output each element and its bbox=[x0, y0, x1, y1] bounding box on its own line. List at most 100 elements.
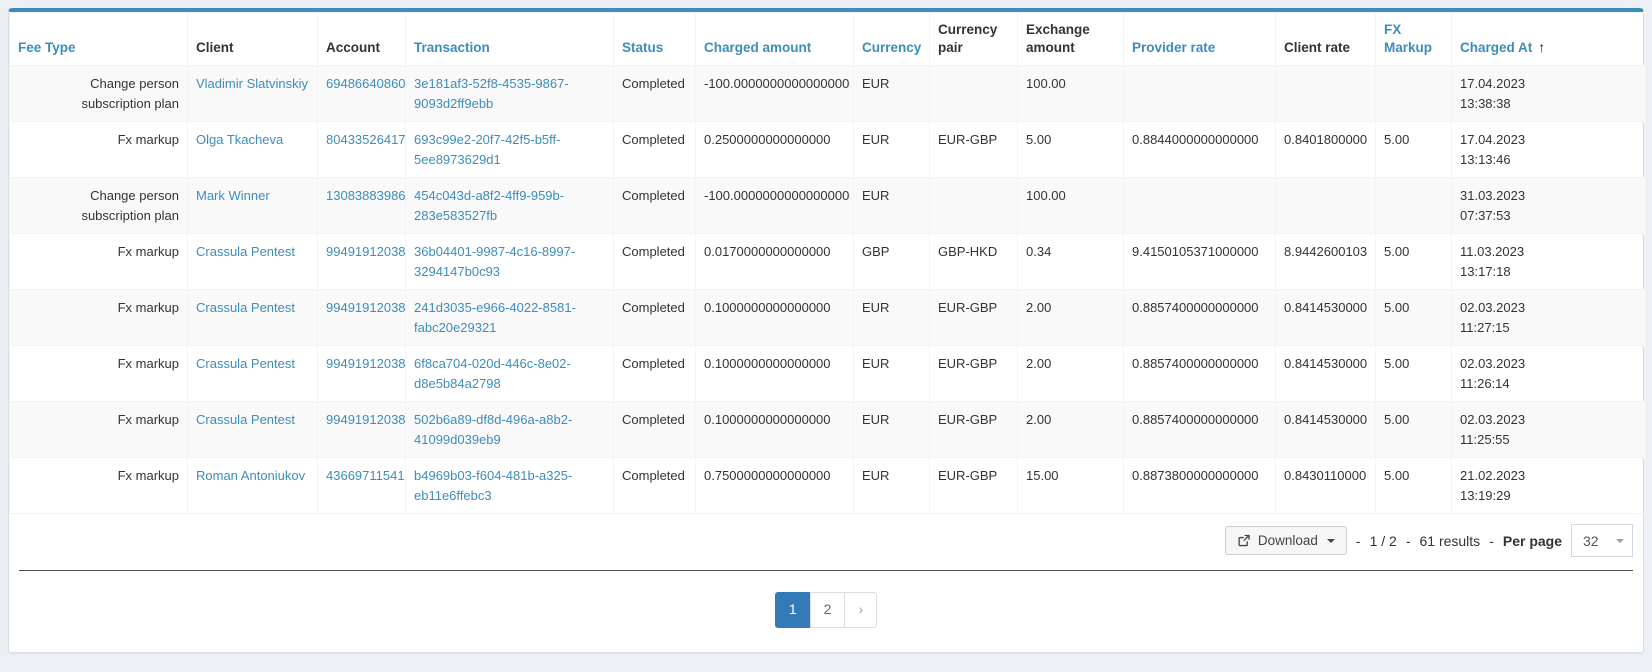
cell-provider_rate: 0.8857400000000000 bbox=[1123, 289, 1276, 347]
cell-client: Crassula Pentest bbox=[187, 289, 318, 347]
cell-currency: EUR bbox=[853, 289, 930, 347]
per-page-select[interactable]: 32 bbox=[1571, 524, 1633, 558]
client-link[interactable]: Crassula Pentest bbox=[196, 412, 295, 428]
cell-charged_at: 17.04.2023 13:13:46 bbox=[1451, 121, 1646, 179]
page-button-2[interactable]: 2 bbox=[809, 592, 846, 629]
client-link[interactable]: Crassula Pentest bbox=[196, 244, 295, 260]
client-link[interactable]: Crassula Pentest bbox=[196, 300, 295, 316]
client-link[interactable]: Olga Tkacheva bbox=[196, 132, 284, 148]
cell-fx_markup bbox=[1375, 177, 1452, 235]
account-link[interactable]: 99491912038 bbox=[326, 356, 406, 372]
account-link[interactable]: 13083883986 bbox=[326, 188, 406, 204]
cell-currency_pair bbox=[929, 177, 1018, 235]
cell-status: Completed bbox=[613, 121, 696, 179]
page-position: 1 / 2 bbox=[1369, 532, 1397, 549]
sort-asc-arrow-icon: ↑ bbox=[1538, 39, 1546, 56]
cell-exchange_amount: 2.00 bbox=[1017, 401, 1124, 459]
cell-client_rate bbox=[1275, 65, 1376, 123]
cell-status: Completed bbox=[613, 401, 696, 459]
cell-provider_rate: 9.4150105371000000 bbox=[1123, 233, 1276, 291]
cell-currency: EUR bbox=[853, 121, 930, 179]
cell-fx_markup: 5.00 bbox=[1375, 121, 1452, 179]
cell-currency: GBP bbox=[853, 233, 930, 291]
cell-client_rate: 0.8401800000 bbox=[1275, 121, 1376, 179]
per-page-label: Per page bbox=[1502, 532, 1562, 549]
transaction-link[interactable]: 454c043d-a8f2-4ff9-959b-283e583527fb bbox=[414, 188, 565, 223]
account-link[interactable]: 99491912038 bbox=[326, 412, 406, 428]
cell-currency_pair: EUR-GBP bbox=[929, 457, 1018, 515]
cell-currency_pair bbox=[929, 65, 1018, 123]
separator: - bbox=[1355, 532, 1361, 549]
page-item: 2 bbox=[809, 592, 846, 629]
client-link[interactable]: Roman Antoniukov bbox=[196, 468, 306, 484]
cell-provider_rate bbox=[1123, 65, 1276, 123]
column-header-fx_markup[interactable]: FX Markup bbox=[1375, 11, 1452, 67]
table-header-row: Fee Type Client Account Transaction Status Ch… bbox=[9, 11, 1646, 67]
cell-charged_at: 17.04.2023 13:38:38 bbox=[1451, 65, 1646, 123]
cell-currency: EUR bbox=[853, 177, 930, 235]
cell-fx_markup: 5.00 bbox=[1375, 457, 1452, 515]
column-header-status[interactable]: Status bbox=[613, 11, 696, 67]
cell-client: Olga Tkacheva bbox=[187, 121, 318, 179]
cell-client_rate: 0.8414530000 bbox=[1275, 345, 1376, 403]
column-header-exchange_amount: Exchange amount bbox=[1017, 11, 1124, 67]
transaction-link[interactable]: 6f8ca704-020d-446c-8e02-d8e5b84a2798 bbox=[414, 356, 571, 391]
cell-charged_at: 02.03.2023 11:26:14 bbox=[1451, 345, 1646, 403]
client-link[interactable]: Mark Winner bbox=[196, 188, 270, 204]
cell-fee_type: Change person subscription plan bbox=[9, 177, 188, 235]
fees-table: Fee Type Client Account Transaction Status Ch… bbox=[9, 11, 1646, 515]
account-link[interactable]: 43669711541 bbox=[326, 468, 405, 484]
table-row: Fx markup Roman Antoniukov 43669711541 b496… bbox=[9, 457, 1646, 515]
caret-down-icon bbox=[1326, 538, 1335, 543]
cell-fee_type: Fx markup bbox=[9, 121, 188, 179]
cell-client: Crassula Pentest bbox=[187, 233, 318, 291]
cell-charged_amount: 0.1000000000000000 bbox=[695, 345, 854, 403]
cell-currency_pair: GBP-HKD bbox=[929, 233, 1018, 291]
transaction-link[interactable]: 241d3035-e966-4022-8581-fabc20e29321 bbox=[414, 300, 576, 335]
transaction-link[interactable]: 36b04401-9987-4c16-8997-3294147b0c93 bbox=[414, 244, 576, 279]
column-header-fee_type[interactable]: Fee Type bbox=[9, 11, 188, 67]
transaction-link[interactable]: 3e181af3-52f8-4535-9867-9093d2ff9ebb bbox=[414, 76, 569, 111]
cell-charged_amount: -100.0000000000000000 bbox=[695, 177, 854, 235]
cell-provider_rate: 0.8857400000000000 bbox=[1123, 345, 1276, 403]
cell-account: 69486640860 bbox=[317, 65, 406, 123]
page-button-1[interactable]: 1 bbox=[774, 592, 811, 629]
account-link[interactable]: 69486640860 bbox=[326, 76, 406, 92]
account-link[interactable]: 99491912038 bbox=[326, 244, 406, 260]
cell-fee_type: Fx markup bbox=[9, 401, 188, 459]
account-link[interactable]: 80433526417 bbox=[326, 132, 406, 148]
cell-charged_amount: 0.7500000000000000 bbox=[695, 457, 854, 515]
cell-currency_pair: EUR-GBP bbox=[929, 289, 1018, 347]
download-button[interactable]: Download bbox=[1224, 526, 1347, 556]
transaction-link[interactable]: b4969b03-f604-481b-a325-eb11e6ffebc3 bbox=[414, 468, 573, 503]
column-header-client: Client bbox=[187, 11, 318, 67]
column-header-transaction[interactable]: Transaction bbox=[405, 11, 614, 67]
cell-exchange_amount: 2.00 bbox=[1017, 345, 1124, 403]
cell-provider_rate: 0.8873800000000000 bbox=[1123, 457, 1276, 515]
cell-currency_pair: EUR-GBP bbox=[929, 121, 1018, 179]
transaction-link[interactable]: 502b6a89-df8d-496a-a8b2-41099d039eb9 bbox=[414, 412, 573, 447]
column-header-currency[interactable]: Currency bbox=[853, 11, 930, 67]
column-header-charged_amount[interactable]: Charged amount bbox=[695, 11, 854, 67]
cell-client: Vladimir Slatvinskiy bbox=[187, 65, 318, 123]
cell-charged_amount: -100.0000000000000000 bbox=[695, 65, 854, 123]
column-header-client_rate: Client rate bbox=[1275, 11, 1376, 67]
cell-client_rate: 8.9442600103 bbox=[1275, 233, 1376, 291]
cell-fx_markup: 5.00 bbox=[1375, 289, 1452, 347]
column-header-charged_at[interactable]: Charged At ↑ bbox=[1451, 11, 1646, 67]
cell-charged_at: 31.03.2023 07:37:53 bbox=[1451, 177, 1646, 235]
cell-account: 80433526417 bbox=[317, 121, 406, 179]
cell-charged_amount: 0.2500000000000000 bbox=[695, 121, 854, 179]
column-header-provider_rate[interactable]: Provider rate bbox=[1123, 11, 1276, 67]
next-page-button[interactable]: › bbox=[844, 592, 878, 629]
account-link[interactable]: 99491912038 bbox=[326, 300, 406, 316]
per-page-value: 32 bbox=[1583, 532, 1599, 549]
results-count: 61 results bbox=[1419, 532, 1481, 549]
cell-charged_at: 11.03.2023 13:17:18 bbox=[1451, 233, 1646, 291]
cell-currency: EUR bbox=[853, 457, 930, 515]
transaction-link[interactable]: 693c99e2-20f7-42f5-b5ff-5ee8973629d1 bbox=[414, 132, 561, 167]
client-link[interactable]: Crassula Pentest bbox=[196, 356, 295, 372]
cell-fx_markup: 5.00 bbox=[1375, 233, 1452, 291]
client-link[interactable]: Vladimir Slatvinskiy bbox=[196, 76, 308, 92]
cell-client_rate: 0.8414530000 bbox=[1275, 289, 1376, 347]
